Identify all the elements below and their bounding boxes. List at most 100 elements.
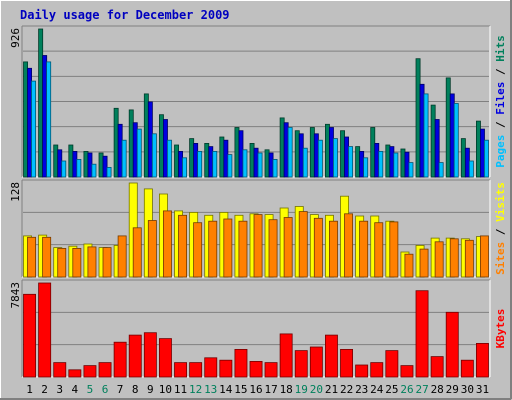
x-label-day-25: 25: [385, 383, 398, 396]
bar-pages-day-20: [317, 139, 323, 178]
bar-sites-day-11: [178, 214, 188, 278]
bar-hits-day-23: [355, 146, 361, 178]
legend-entry-files: Files: [494, 82, 507, 115]
bar-sites-day-5: [87, 246, 97, 278]
x-label-day-20: 20: [310, 383, 323, 396]
bar-files-day-30: [464, 147, 470, 178]
bar-pages-day-4: [76, 158, 82, 178]
x-label-day-31: 31: [476, 383, 489, 396]
bar-sites-day-13: [208, 220, 218, 278]
bar-files-day-23: [359, 150, 365, 178]
x-label-day-1: 1: [26, 383, 33, 396]
bar-kbytes-day-8: [128, 334, 142, 378]
x-label-day-29: 29: [446, 383, 459, 396]
bar-pages-day-12: [197, 150, 203, 178]
bar-kbytes-day-4: [68, 369, 82, 378]
bar-pages-day-24: [378, 150, 384, 178]
bar-files-day-6: [102, 155, 108, 178]
bar-kbytes-day-13: [204, 357, 218, 378]
bar-sites-day-31: [479, 235, 489, 278]
bar-hits-day-13: [204, 142, 210, 178]
bar-sites-day-26: [404, 253, 414, 278]
bar-pages-day-15: [242, 149, 248, 178]
bar-files-day-17: [268, 152, 274, 178]
bar-files-day-14: [223, 139, 229, 178]
bar-hits-day-1: [23, 61, 28, 178]
bar-hits-day-25: [385, 144, 391, 178]
x-label-day-28: 28: [431, 383, 444, 396]
bar-files-day-13: [208, 146, 214, 178]
bar-sites-day-8: [132, 227, 142, 278]
x-label-day-9: 9: [147, 383, 154, 396]
bar-pages-day-10: [166, 139, 172, 178]
bar-pages-day-22: [348, 146, 353, 178]
bar-kbytes-day-27: [415, 290, 429, 378]
x-label-day-12: 12: [189, 383, 202, 396]
bar-hits-day-4: [68, 144, 74, 178]
bar-sites-day-23: [359, 220, 369, 278]
bar-sites-day-25: [389, 221, 399, 278]
x-label-day-14: 14: [219, 383, 233, 396]
bar-kbytes-day-31: [475, 342, 489, 378]
bar-hits-day-10: [158, 114, 164, 178]
x-label-day-8: 8: [132, 383, 139, 396]
bar-hits-day-22: [340, 130, 345, 178]
x-label-day-2: 2: [41, 383, 48, 396]
bar-files-day-18: [283, 122, 289, 178]
x-label-day-24: 24: [370, 383, 384, 396]
y-max-label: 926: [9, 28, 22, 48]
bar-pages-day-14: [227, 154, 233, 178]
bar-kbytes-day-15: [234, 348, 248, 378]
bar-files-day-15: [238, 130, 244, 178]
bar-sites-day-19: [298, 211, 308, 278]
panel-kbytes: 7843 KBytes: [9, 279, 507, 378]
bar-sites-day-4: [72, 247, 82, 278]
bar-pages-day-1: [31, 80, 36, 178]
bar-sites-day-7: [117, 235, 127, 278]
x-label-day-6: 6: [102, 383, 109, 396]
bar-sites-day-3: [57, 247, 67, 278]
bar-files-day-11: [178, 150, 183, 178]
bar-pages-day-25: [393, 152, 399, 178]
bar-pages-day-31: [483, 139, 489, 178]
x-label-day-7: 7: [117, 383, 124, 396]
bar-pages-day-27: [423, 93, 429, 178]
bar-kbytes-day-16: [249, 360, 263, 378]
bar-files-day-10: [162, 119, 168, 178]
bar-pages-day-28: [438, 162, 444, 178]
bar-sites-day-22: [344, 213, 354, 278]
bar-kbytes-day-2: [38, 282, 52, 378]
panel-hits-files-pages: 926 Pages / Files / Hits: [9, 25, 507, 178]
bar-sites-day-6: [102, 247, 112, 278]
bar-files-day-3: [57, 149, 63, 178]
bar-pages-day-18: [287, 127, 293, 178]
x-label-day-23: 23: [355, 383, 368, 396]
bar-pages-day-13: [212, 150, 218, 178]
bar-hits-day-31: [475, 120, 481, 178]
bar-hits-day-19: [294, 130, 300, 178]
bar-hits-day-15: [234, 127, 240, 178]
bar-hits-day-6: [98, 152, 104, 178]
bar-files-day-22: [344, 136, 349, 178]
bar-hits-day-3: [53, 144, 59, 178]
bar-files-day-8: [132, 122, 138, 178]
bar-kbytes-day-18: [279, 333, 293, 378]
legend-hits-files-pages: Pages / Files / Hits: [494, 35, 507, 168]
bar-files-day-19: [298, 133, 304, 178]
bar-hits-day-11: [174, 144, 179, 178]
bar-hits-day-21: [324, 123, 330, 178]
legend-visits-sites: Sites / Visits: [494, 182, 507, 275]
bar-pages-day-3: [61, 160, 67, 178]
bar-hits-day-9: [143, 93, 149, 178]
legend-entry-visits: Visits: [494, 182, 507, 222]
chart-panels: 926 Pages / Files / Hits 128 Sites / Visits…: [9, 25, 507, 378]
bar-sites-day-10: [162, 210, 172, 278]
bar-files-day-25: [389, 146, 395, 178]
bar-pages-day-29: [453, 103, 459, 178]
x-label-day-13: 13: [204, 383, 217, 396]
bar-hits-day-5: [83, 150, 89, 178]
bar-kbytes-day-1: [23, 293, 37, 378]
bar-pages-day-19: [302, 147, 308, 178]
bar-kbytes-day-22: [340, 348, 354, 378]
